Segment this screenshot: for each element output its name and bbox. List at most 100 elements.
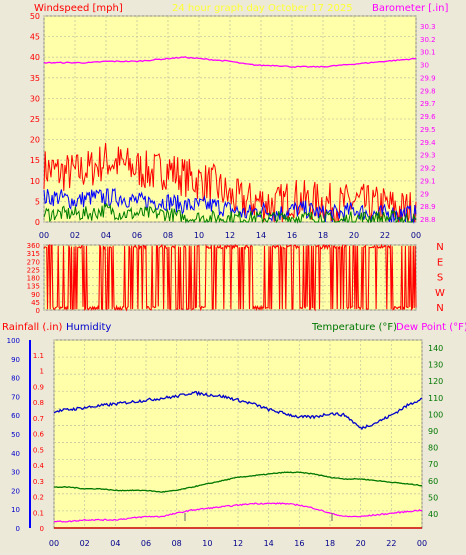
barometer-tick-label: 29.5 (420, 126, 436, 134)
barometer-tick-label: 29.8 (420, 87, 436, 95)
humidity-tick-label: 20 (11, 487, 20, 495)
series-wind-green-line (43, 202, 417, 224)
series-barometer-line (43, 56, 417, 68)
windspeed-tick-label: 10 (30, 177, 40, 186)
barometer-tick-label: 30.1 (420, 49, 436, 57)
rainfall-tick-label: 1.1 (33, 352, 44, 360)
temperature-tick-label: 60 (428, 477, 438, 486)
wind-panel-x-tick-label: 12 (225, 231, 235, 240)
barometer-tick-label: 29.2 (420, 165, 436, 173)
direction-tick-label: 135 (27, 283, 40, 291)
temp-panel-x-tick-label: 00 (417, 539, 427, 548)
barometer-tick-label: 28.9 (420, 203, 436, 211)
temp-panel-x-tick-label: 14 (264, 539, 274, 548)
windspeed-tick-label: 35 (30, 74, 40, 83)
temperature-tick-label: 90 (428, 427, 438, 436)
rainfall-axis-label: Rainfall (.in) (2, 322, 63, 333)
barometer-tick-label: 29.3 (420, 152, 436, 160)
barometer-tick-label: 28.8 (420, 216, 436, 224)
humidity-axis-label: Humidity (66, 322, 111, 333)
temp-panel-x-tick-label: 20 (356, 539, 366, 548)
barometer-axis-label: Barometer [.in] (372, 3, 448, 14)
temperature-tick-label: 40 (428, 510, 438, 519)
humidity-tick-label: 100 (7, 337, 20, 345)
wind-panel-x-tick-label: 04 (101, 231, 111, 240)
windspeed-tick-label: 5 (35, 197, 40, 206)
wind-panel-x-tick-label: 08 (163, 231, 173, 240)
rainfall-tick-label: 0.9 (33, 383, 44, 391)
barometer-tick-label: 29.1 (420, 177, 436, 185)
direction-tick-label: 270 (27, 258, 40, 266)
direction-tick-label: 180 (27, 275, 40, 283)
rainfall-tick-label: 0.7 (33, 415, 44, 423)
temperature-tick-label: 130 (428, 361, 443, 370)
wind-panel-x-tick-label: 00 (411, 231, 421, 240)
temp-panel-x-tick-label: 04 (110, 539, 120, 548)
rainfall-tick-label: 0.4 (33, 462, 45, 470)
series-wind-blue-line (43, 187, 417, 224)
temp-panel-x-tick-label: 06 (141, 539, 151, 548)
temperature-tick-label: 80 (428, 444, 438, 453)
temp-panel-x-tick-label: 00 (49, 539, 59, 548)
temp-panel-x-tick-label: 10 (202, 539, 212, 548)
dewpoint-axis-label: Dew Point (°F) (396, 322, 466, 333)
humidity-tick-label: 10 (11, 506, 20, 514)
compass-tick-label: N (436, 303, 443, 314)
humidity-tick-label: 50 (11, 431, 20, 439)
windspeed-tick-label: 30 (30, 94, 40, 103)
series-dewpoint-line (53, 502, 423, 523)
temperature-tick-label: 100 (428, 410, 443, 419)
temp-panel-x-tick-label: 02 (80, 539, 90, 548)
humidity-tick-label: 0 (16, 525, 20, 533)
windspeed-tick-label: 0 (35, 218, 40, 227)
rainfall-tick-label: 0 (40, 525, 44, 533)
temperature-tick-label: 50 (428, 493, 438, 502)
temperature-tick-label: 120 (428, 377, 443, 386)
series-windspeed-line (43, 142, 417, 223)
wind-panel-x-tick-label: 14 (256, 231, 266, 240)
rainfall-tick-label: 0.2 (33, 494, 44, 502)
windspeed-tick-label: 50 (30, 12, 40, 21)
barometer-tick-label: 30.2 (420, 36, 436, 44)
temperature-axis-label: Temperature (°F) (311, 322, 397, 333)
barometer-tick-label: 29.9 (420, 74, 436, 82)
rainfall-tick-label: 0.5 (33, 446, 44, 454)
windspeed-tick-label: 40 (30, 53, 40, 62)
temp-panel-x-tick-label: 08 (172, 539, 182, 548)
wind-panel-x-tick-label: 22 (380, 231, 390, 240)
wind-panel-x-tick-label: 02 (70, 231, 80, 240)
wind-panel-x-tick-label: 06 (132, 231, 142, 240)
humidity-tick-label: 90 (11, 356, 20, 364)
wind-panel-x-tick-label: 18 (318, 231, 328, 240)
barometer-tick-label: 30.3 (420, 23, 436, 31)
wind-panel-x-tick-label: 00 (39, 231, 49, 240)
direction-tick-label: 360 (27, 242, 40, 250)
windspeed-tick-label: 15 (30, 156, 40, 165)
temperature-tick-label: 140 (428, 344, 443, 353)
humidity-tick-label: 70 (11, 393, 20, 401)
series-wind-direction-line (43, 243, 417, 312)
windspeed-tick-label: 25 (30, 115, 40, 124)
rainfall-tick-label: 0.8 (33, 399, 44, 407)
barometer-tick-label: 29.7 (420, 100, 436, 108)
windspeed-tick-label: 45 (30, 33, 40, 42)
direction-tick-label: 0 (36, 307, 40, 315)
rainfall-tick-label: 0.1 (33, 509, 44, 517)
temp-panel-x-tick-label: 22 (386, 539, 396, 548)
temperature-tick-label: 110 (428, 394, 443, 403)
barometer-tick-label: 29 (420, 190, 429, 198)
series-temperature-line (53, 471, 422, 493)
direction-tick-label: 45 (31, 299, 40, 307)
barometer-tick-label: 30 (420, 62, 429, 70)
barometer-tick-label: 29.6 (420, 113, 436, 121)
humidity-tick-label: 40 (11, 450, 20, 458)
rainfall-tick-label: 0.6 (33, 431, 45, 439)
compass-tick-label: W (435, 288, 445, 299)
temp-panel-x-tick-label: 18 (325, 539, 335, 548)
humidity-tick-label: 80 (11, 375, 20, 383)
humidity-tick-label: 60 (11, 412, 20, 420)
humidity-tick-label: 30 (11, 469, 20, 477)
direction-tick-label: 315 (27, 250, 40, 258)
